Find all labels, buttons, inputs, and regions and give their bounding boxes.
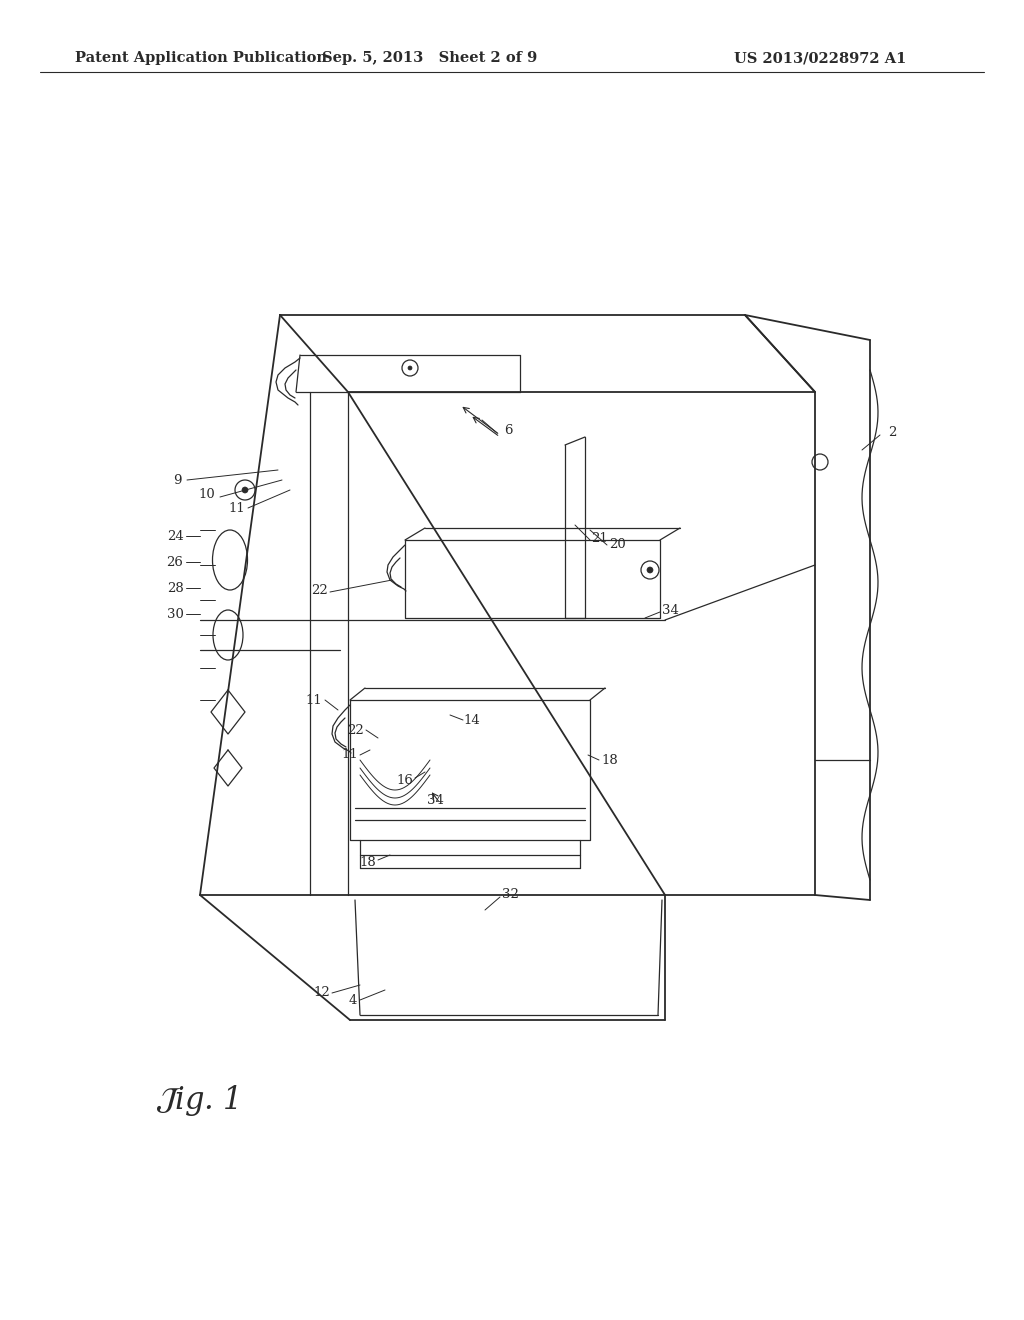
Text: 28: 28 (167, 582, 183, 594)
Circle shape (647, 568, 653, 573)
Text: 4: 4 (349, 994, 357, 1006)
Circle shape (242, 487, 248, 492)
Text: Sep. 5, 2013   Sheet 2 of 9: Sep. 5, 2013 Sheet 2 of 9 (323, 51, 538, 65)
Text: 30: 30 (167, 607, 183, 620)
Text: 26: 26 (167, 556, 183, 569)
Circle shape (408, 366, 412, 370)
Text: 24: 24 (167, 529, 183, 543)
Text: 6: 6 (504, 424, 512, 437)
Text: 32: 32 (502, 888, 518, 902)
Text: 20: 20 (609, 539, 627, 552)
Text: 11: 11 (342, 748, 358, 762)
Text: 22: 22 (311, 583, 329, 597)
Text: 22: 22 (347, 723, 365, 737)
Text: 9: 9 (173, 474, 181, 487)
Text: 16: 16 (396, 774, 414, 787)
Text: Patent Application Publication: Patent Application Publication (75, 51, 327, 65)
Text: 11: 11 (305, 693, 323, 706)
Text: 34: 34 (427, 793, 443, 807)
Text: 34: 34 (662, 603, 679, 616)
Text: 21: 21 (592, 532, 608, 544)
Text: 2: 2 (888, 425, 896, 438)
Text: 18: 18 (602, 754, 618, 767)
Text: US 2013/0228972 A1: US 2013/0228972 A1 (734, 51, 906, 65)
Text: 10: 10 (199, 488, 215, 502)
Text: 18: 18 (359, 855, 377, 869)
Text: $\mathcal{J}$ig. 1: $\mathcal{J}$ig. 1 (155, 1082, 239, 1118)
Text: 14: 14 (464, 714, 480, 726)
Text: 11: 11 (228, 502, 246, 515)
Text: 12: 12 (313, 986, 331, 998)
